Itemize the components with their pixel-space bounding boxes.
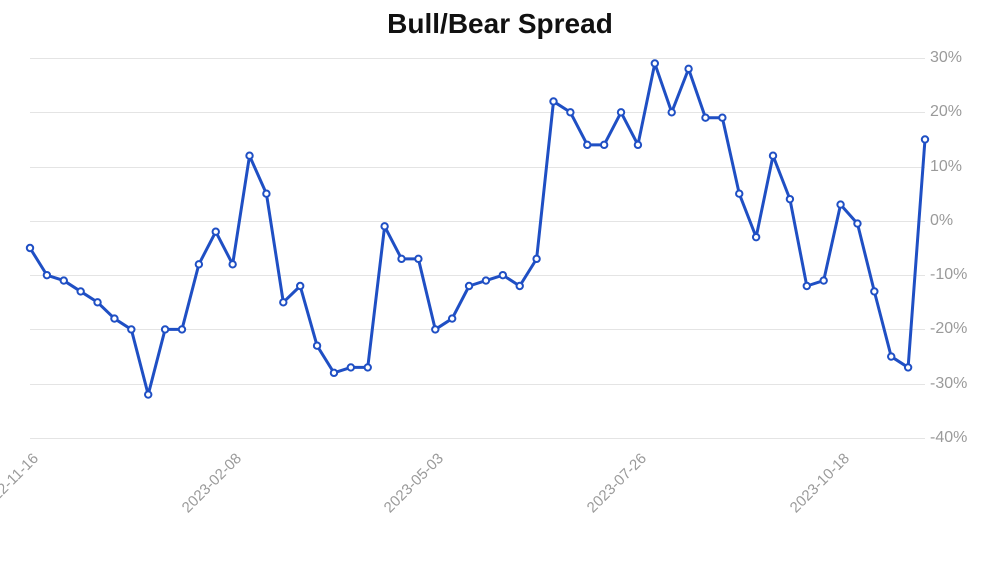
- data-point: [787, 196, 793, 202]
- data-point: [567, 109, 573, 115]
- data-point: [922, 136, 928, 142]
- x-tick-label: 2023-10-18: [786, 450, 852, 516]
- data-point: [719, 115, 725, 121]
- y-tick-label: 20%: [930, 103, 985, 121]
- data-point: [314, 343, 320, 349]
- data-point: [652, 60, 658, 66]
- data-point: [635, 142, 641, 148]
- data-point: [61, 277, 67, 283]
- data-point: [820, 277, 826, 283]
- data-point: [415, 256, 421, 262]
- data-point: [145, 391, 151, 397]
- data-point: [584, 142, 590, 148]
- data-point: [483, 277, 489, 283]
- x-tick-label: 2023-07-26: [584, 450, 650, 516]
- data-point: [432, 326, 438, 332]
- data-point: [770, 153, 776, 159]
- data-point: [888, 353, 894, 359]
- data-point: [27, 245, 33, 251]
- chart-title: Bull/Bear Spread: [0, 8, 1000, 40]
- y-tick-label: -20%: [930, 320, 985, 338]
- data-point: [365, 364, 371, 370]
- data-point: [348, 364, 354, 370]
- data-point: [297, 283, 303, 289]
- data-point: [517, 283, 523, 289]
- line-series: [30, 58, 925, 438]
- data-point: [263, 191, 269, 197]
- data-point: [854, 220, 860, 226]
- data-point: [601, 142, 607, 148]
- data-point: [196, 261, 202, 267]
- y-tick-label: -40%: [930, 429, 985, 447]
- data-point: [753, 234, 759, 240]
- data-point: [550, 98, 556, 104]
- data-point: [381, 223, 387, 229]
- y-tick-label: 30%: [930, 49, 985, 67]
- x-tick-label: 2022-11-16: [0, 450, 42, 515]
- data-point: [466, 283, 472, 289]
- data-point: [77, 288, 83, 294]
- data-point: [280, 299, 286, 305]
- data-point: [905, 364, 911, 370]
- data-point: [500, 272, 506, 278]
- data-point: [213, 229, 219, 235]
- plot-area: 30%20%10%0%-10%-20%-30%-40%2022-11-16202…: [30, 58, 925, 438]
- data-point: [94, 299, 100, 305]
- data-point: [128, 326, 134, 332]
- y-tick-label: -10%: [930, 266, 985, 284]
- data-point: [533, 256, 539, 262]
- data-point: [44, 272, 50, 278]
- data-point: [837, 201, 843, 207]
- gridline: [30, 438, 925, 439]
- x-tick-label: 2023-02-08: [178, 450, 244, 516]
- data-point: [804, 283, 810, 289]
- data-point: [702, 115, 708, 121]
- chart-container: Bull/Bear Spread 30%20%10%0%-10%-20%-30%…: [0, 0, 1000, 570]
- data-point: [668, 109, 674, 115]
- data-point: [398, 256, 404, 262]
- data-point: [179, 326, 185, 332]
- x-tick-label: 2023-05-03: [381, 450, 447, 516]
- y-tick-label: 0%: [930, 212, 985, 230]
- data-point: [736, 191, 742, 197]
- y-tick-label: -30%: [930, 375, 985, 393]
- data-point: [618, 109, 624, 115]
- data-point: [685, 66, 691, 72]
- data-point: [871, 288, 877, 294]
- data-point: [111, 315, 117, 321]
- y-tick-label: 10%: [930, 158, 985, 176]
- data-point: [229, 261, 235, 267]
- series-line: [30, 63, 925, 394]
- data-point: [331, 370, 337, 376]
- data-point: [449, 315, 455, 321]
- data-point: [162, 326, 168, 332]
- data-point: [246, 153, 252, 159]
